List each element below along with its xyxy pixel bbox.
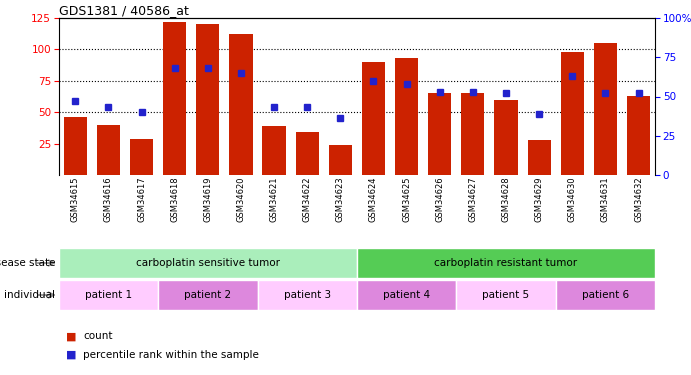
Bar <box>362 62 385 175</box>
Bar <box>59 248 357 278</box>
Text: carboplatin sensitive tumor: carboplatin sensitive tumor <box>136 258 280 268</box>
Bar <box>196 24 220 175</box>
Text: percentile rank within the sample: percentile rank within the sample <box>83 350 259 360</box>
Text: GSM34619: GSM34619 <box>203 176 212 222</box>
Text: count: count <box>83 331 113 341</box>
Bar <box>527 140 551 175</box>
Bar <box>97 125 120 175</box>
Bar <box>594 43 617 175</box>
Bar <box>296 132 319 175</box>
Bar <box>560 52 584 175</box>
Bar <box>357 248 655 278</box>
Bar <box>357 280 456 310</box>
Bar <box>456 280 556 310</box>
Text: GSM34616: GSM34616 <box>104 176 113 222</box>
Text: GSM34623: GSM34623 <box>336 176 345 222</box>
Text: patient 5: patient 5 <box>482 290 529 300</box>
Text: patient 3: patient 3 <box>283 290 331 300</box>
Bar <box>158 280 258 310</box>
Bar <box>130 139 153 175</box>
Text: GSM34630: GSM34630 <box>568 176 577 222</box>
Bar <box>627 96 650 175</box>
Text: ■: ■ <box>66 350 76 360</box>
Text: carboplatin resistant tumor: carboplatin resistant tumor <box>435 258 578 268</box>
Bar <box>64 117 87 175</box>
Bar <box>59 280 158 310</box>
Bar <box>556 280 655 310</box>
Text: disease state: disease state <box>0 258 55 268</box>
Text: GSM34631: GSM34631 <box>601 176 610 222</box>
Text: GSM34632: GSM34632 <box>634 176 643 222</box>
Bar <box>163 22 187 175</box>
Text: GSM34627: GSM34627 <box>468 176 477 222</box>
Bar <box>258 280 357 310</box>
Bar <box>395 58 418 175</box>
Bar <box>428 93 451 175</box>
Text: GSM34622: GSM34622 <box>303 176 312 222</box>
Bar <box>263 126 285 175</box>
Text: patient 4: patient 4 <box>383 290 430 300</box>
Text: ■: ■ <box>66 331 76 341</box>
Text: patient 2: patient 2 <box>184 290 231 300</box>
Bar <box>229 34 252 175</box>
Text: GSM34628: GSM34628 <box>502 176 511 222</box>
Bar <box>329 145 352 175</box>
Text: GSM34618: GSM34618 <box>170 176 179 222</box>
Text: patient 1: patient 1 <box>85 290 132 300</box>
Text: individual: individual <box>4 290 55 300</box>
Text: GSM34620: GSM34620 <box>236 176 245 222</box>
Text: GSM34624: GSM34624 <box>369 176 378 222</box>
Text: GSM34621: GSM34621 <box>269 176 278 222</box>
Text: GSM34625: GSM34625 <box>402 176 411 222</box>
Bar <box>494 100 518 175</box>
Text: GSM34617: GSM34617 <box>137 176 146 222</box>
Text: patient 6: patient 6 <box>582 290 629 300</box>
Text: GDS1381 / 40586_at: GDS1381 / 40586_at <box>59 4 189 17</box>
Text: GSM34626: GSM34626 <box>435 176 444 222</box>
Text: GSM34615: GSM34615 <box>70 176 79 222</box>
Text: GSM34629: GSM34629 <box>535 176 544 222</box>
Bar <box>462 93 484 175</box>
